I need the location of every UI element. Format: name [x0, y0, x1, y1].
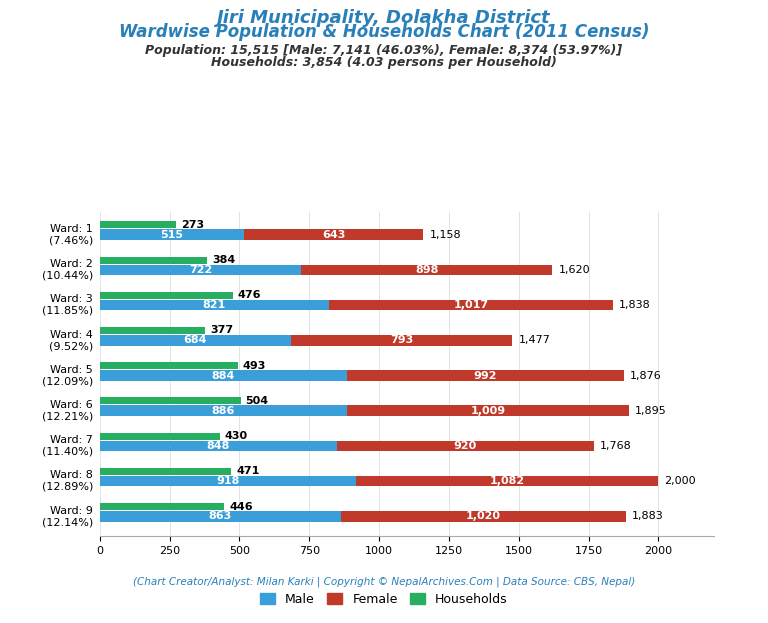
Text: 898: 898 — [415, 265, 439, 275]
Text: 273: 273 — [181, 220, 204, 230]
Text: 377: 377 — [210, 325, 233, 336]
Text: 863: 863 — [209, 511, 232, 521]
Text: 848: 848 — [207, 441, 230, 451]
Text: 2,000: 2,000 — [664, 476, 696, 486]
Text: 493: 493 — [243, 361, 266, 371]
Text: 722: 722 — [189, 265, 212, 275]
Text: Population: 15,515 [Male: 7,141 (46.03%), Female: 8,374 (53.97%)]: Population: 15,515 [Male: 7,141 (46.03%)… — [145, 44, 623, 57]
Bar — [100, 397, 240, 404]
Bar — [341, 511, 626, 521]
Text: 1,620: 1,620 — [558, 265, 590, 275]
Text: 884: 884 — [212, 371, 235, 381]
Text: 1,017: 1,017 — [454, 300, 488, 310]
Text: 918: 918 — [217, 476, 240, 486]
Bar — [100, 432, 220, 440]
Bar — [100, 440, 336, 451]
Text: 793: 793 — [390, 335, 413, 345]
Text: 1,009: 1,009 — [471, 406, 506, 416]
Bar — [100, 406, 347, 416]
Bar — [291, 335, 512, 346]
Text: 992: 992 — [474, 371, 497, 381]
Text: 920: 920 — [453, 441, 477, 451]
Text: 643: 643 — [322, 230, 345, 240]
Bar — [100, 511, 341, 521]
Bar — [100, 327, 205, 334]
Bar — [100, 221, 176, 229]
Text: 1,768: 1,768 — [600, 441, 631, 451]
Text: 476: 476 — [238, 290, 261, 300]
Bar — [100, 503, 224, 510]
Bar — [347, 406, 629, 416]
Bar — [100, 362, 237, 369]
Legend: Male, Female, Households: Male, Female, Households — [255, 587, 513, 611]
Bar — [302, 265, 552, 275]
Bar — [336, 440, 594, 451]
Bar — [100, 265, 302, 275]
Text: 1,876: 1,876 — [630, 371, 662, 381]
Text: 821: 821 — [203, 300, 226, 310]
Text: 515: 515 — [161, 230, 184, 240]
Text: 684: 684 — [184, 335, 207, 345]
Bar — [346, 370, 624, 381]
Text: Households: 3,854 (4.03 persons per Household): Households: 3,854 (4.03 persons per Hous… — [211, 56, 557, 69]
Bar — [100, 292, 233, 299]
Bar — [100, 300, 329, 310]
Text: 886: 886 — [212, 406, 235, 416]
Text: 1,020: 1,020 — [465, 511, 501, 521]
Text: 1,158: 1,158 — [429, 230, 461, 240]
Text: 1,477: 1,477 — [518, 335, 551, 345]
Bar — [329, 300, 613, 310]
Bar — [100, 468, 231, 475]
Text: 384: 384 — [212, 255, 235, 265]
Text: 1,082: 1,082 — [490, 476, 525, 486]
Bar — [100, 257, 207, 264]
Bar — [243, 229, 423, 240]
Text: 1,838: 1,838 — [619, 300, 651, 310]
Text: 1,895: 1,895 — [635, 406, 667, 416]
Text: Wardwise Population & Households Chart (2011 Census): Wardwise Population & Households Chart (… — [119, 23, 649, 41]
Bar — [100, 335, 291, 346]
Text: 504: 504 — [246, 396, 269, 406]
Bar — [100, 370, 346, 381]
Bar — [100, 229, 243, 240]
Text: 446: 446 — [230, 502, 253, 511]
Text: 430: 430 — [225, 431, 248, 441]
Text: (Chart Creator/Analyst: Milan Karki | Copyright © NepalArchives.Com | Data Sourc: (Chart Creator/Analyst: Milan Karki | Co… — [133, 576, 635, 587]
Bar — [356, 476, 658, 487]
Text: Jiri Municipality, Dolakha District: Jiri Municipality, Dolakha District — [217, 9, 551, 27]
Text: 1,883: 1,883 — [632, 511, 664, 521]
Text: 471: 471 — [237, 467, 260, 477]
Bar — [100, 476, 356, 487]
